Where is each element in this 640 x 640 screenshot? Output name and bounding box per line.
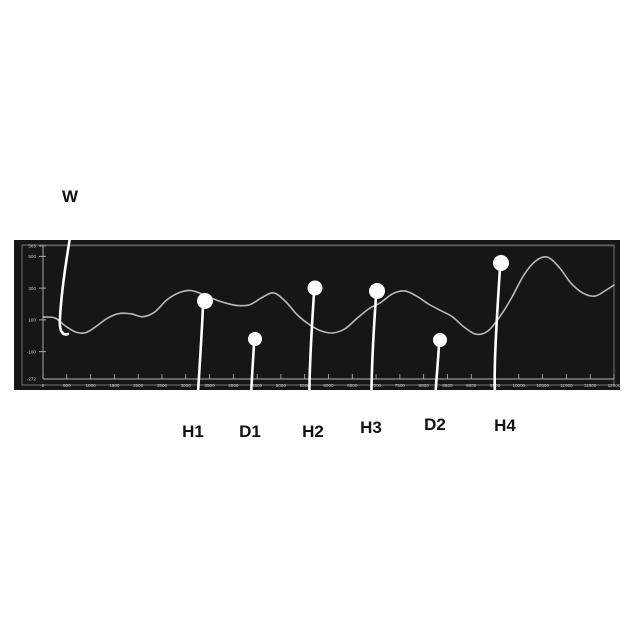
x-tick-label: 4000 <box>228 383 239 388</box>
callout-label-H3: H3 <box>360 418 382 437</box>
x-tick-label: 10500 <box>536 383 549 388</box>
figure-container: 500 300 100 -100 565 -272 0 500 1000 1500 2000 250… <box>0 0 640 640</box>
chart-panel <box>14 240 620 390</box>
x-tick-label: 6500 <box>347 383 358 388</box>
x-tick-label: 9000 <box>466 383 477 388</box>
x-tick-label: 7500 <box>395 383 406 388</box>
callout-label-W: W <box>62 187 79 206</box>
marker-H3 <box>370 284 385 299</box>
x-tick-label: 11500 <box>584 383 597 388</box>
x-tick-label: 1500 <box>109 383 120 388</box>
y-tick-label: -100 <box>27 349 37 354</box>
x-tick-label: 11000 <box>560 383 573 388</box>
y-tick-label: 100 <box>28 318 36 323</box>
marker-H1 <box>198 294 213 309</box>
x-tick-label: 5000 <box>276 383 287 388</box>
x-tick-label: 4500 <box>252 383 263 388</box>
marker-D1 <box>249 333 262 346</box>
x-tick-label: 2000 <box>133 383 144 388</box>
marker-H2 <box>308 281 322 295</box>
marker-H4 <box>494 256 509 271</box>
x-tick-label: 3000 <box>181 383 192 388</box>
callout-label-H1: H1 <box>182 422 204 441</box>
x-tick-label: 8000 <box>419 383 430 388</box>
x-tick-label: 2500 <box>157 383 168 388</box>
x-tick-label: 6000 <box>323 383 334 388</box>
callout-label-H2: H2 <box>302 422 324 441</box>
x-tick-label: 3500 <box>204 383 215 388</box>
marker-D2 <box>434 334 447 347</box>
x-tick-label: 12000 <box>608 383 621 388</box>
y-tick-label: 300 <box>28 286 36 291</box>
x-tick-label: 500 <box>63 383 71 388</box>
y-tick-label: 500 <box>28 254 36 259</box>
waveform-figure: 500 300 100 -100 565 -272 0 500 1000 1500 2000 250… <box>0 0 640 640</box>
y-axis-top-label: 565 <box>28 244 36 249</box>
y-axis-bottom-label: -272 <box>27 377 37 382</box>
callout-label-D2: D2 <box>424 415 446 434</box>
x-tick-label: 10000 <box>512 383 525 388</box>
callout-label-H4: H4 <box>494 416 516 435</box>
x-tick-label: 0 <box>42 383 45 388</box>
x-tick-label: 1000 <box>85 383 96 388</box>
callout-label-D1: D1 <box>239 422 261 441</box>
x-tick-label: 8500 <box>442 383 453 388</box>
